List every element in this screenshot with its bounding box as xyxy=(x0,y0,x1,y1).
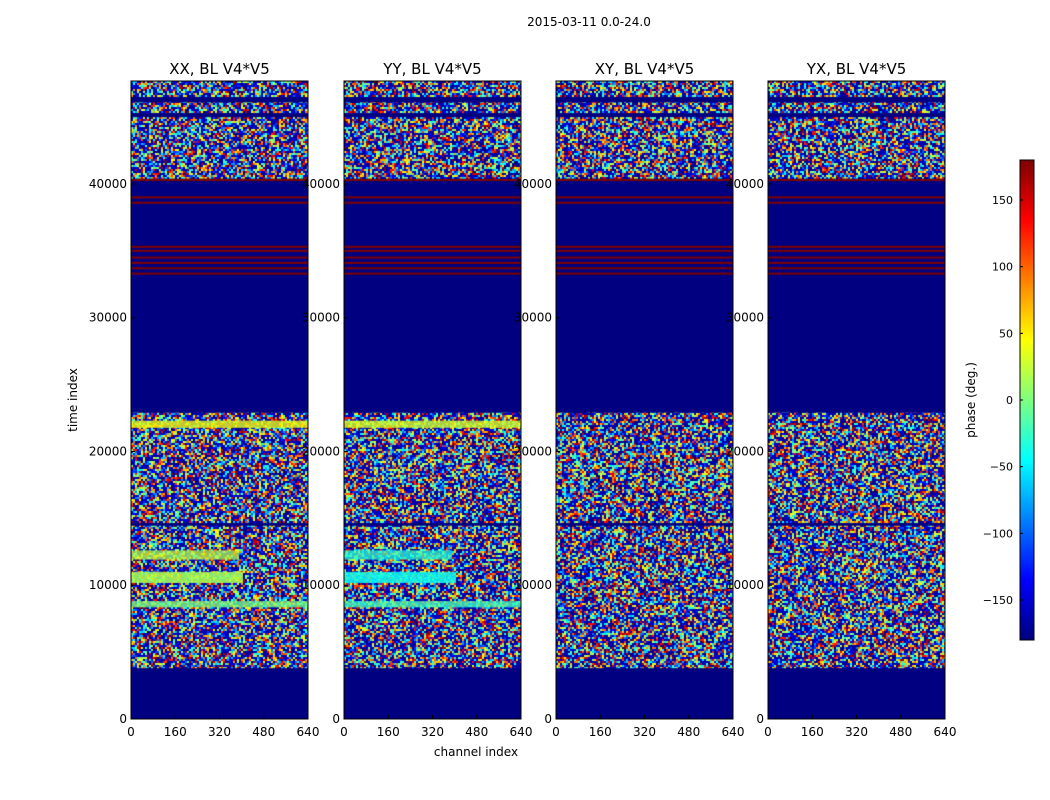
y-axis-label: time index xyxy=(66,368,80,432)
x-tick-label: 160 xyxy=(164,725,187,739)
x-tick-label: 480 xyxy=(677,725,700,739)
y-tick-label: 0 xyxy=(544,712,552,726)
x-tick-label: 160 xyxy=(801,725,824,739)
x-tick-label: 160 xyxy=(589,725,612,739)
x-tick-label: 0 xyxy=(552,725,560,739)
x-tick-label: 0 xyxy=(127,725,135,739)
heatmap-image xyxy=(344,81,521,719)
x-tick-label: 640 xyxy=(722,725,745,739)
x-axis-label: channel index xyxy=(434,745,518,759)
colorbar-label: phase (deg.) xyxy=(964,362,978,438)
x-tick-label: 640 xyxy=(297,725,320,739)
colorbar-tick-label: 100 xyxy=(992,261,1013,274)
y-tick-label: 0 xyxy=(332,712,340,726)
y-tick-label: 30000 xyxy=(302,311,340,325)
colorbar-ticks: −150 −100 −50 0 50 100 150 xyxy=(983,194,1023,607)
y-tick-label: 20000 xyxy=(726,444,764,458)
colorbar-tick-label: 150 xyxy=(992,194,1013,207)
y-tick-label: 10000 xyxy=(514,578,552,592)
y-tick-label: 40000 xyxy=(514,177,552,191)
colorbar-tick-label: 50 xyxy=(999,327,1013,340)
y-tick-label: 30000 xyxy=(89,311,127,325)
panel-title: XX, BL V4*V5 xyxy=(169,60,270,78)
panel-title: YY, BL V4*V5 xyxy=(382,60,481,78)
x-tick-label: 640 xyxy=(934,725,957,739)
panel-title: XY, BL V4*V5 xyxy=(595,60,695,78)
panel-xy: XY, BL V4*V5 0 160 320 480 640 0 10000 20000 3000… xyxy=(514,60,745,739)
heatmap-image xyxy=(556,81,733,719)
panel-xx: XX, BL V4*V5 0 160 320 480 640 0 10000 20000 3000… xyxy=(89,60,320,739)
x-tick-label: 640 xyxy=(510,725,533,739)
x-tick-label: 320 xyxy=(421,725,444,739)
panels: XX, BL V4*V5 0 160 320 480 640 0 10000 20000 3000… xyxy=(89,60,957,739)
colorbar: −150 −100 −50 0 50 100 150 phase (deg.) xyxy=(964,159,1035,641)
x-tick-label: 480 xyxy=(889,725,912,739)
panel-yx: YX, BL V4*V5 0 160 320 480 640 0 10000 20000 3000… xyxy=(726,60,957,739)
x-tick-label: 480 xyxy=(465,725,488,739)
colorbar-tick-label: −100 xyxy=(983,527,1013,540)
panel-yy: YY, BL V4*V5 0 160 320 480 640 0 10000 20000 3000… xyxy=(302,60,533,739)
colorbar-tick-label: −50 xyxy=(990,461,1013,474)
y-tick-label: 40000 xyxy=(302,177,340,191)
y-tick-label: 0 xyxy=(756,712,764,726)
y-tick-label: 20000 xyxy=(514,444,552,458)
y-tick-label: 30000 xyxy=(514,311,552,325)
y-tick-label: 10000 xyxy=(726,578,764,592)
figure-title: 2015-03-11 0.0-24.0 xyxy=(527,15,651,29)
colorbar-tick-label: −150 xyxy=(983,594,1013,607)
x-tick-label: 160 xyxy=(377,725,400,739)
y-tick-label: 40000 xyxy=(726,177,764,191)
y-tick-label: 0 xyxy=(119,712,127,726)
x-tick-label: 320 xyxy=(633,725,656,739)
x-tick-label: 320 xyxy=(845,725,868,739)
y-tick-label: 20000 xyxy=(89,444,127,458)
y-tick-label: 40000 xyxy=(89,177,127,191)
colorbar-tick-label: 0 xyxy=(1006,394,1013,407)
x-tick-label: 0 xyxy=(764,725,772,739)
y-tick-label: 10000 xyxy=(302,578,340,592)
heatmap-image xyxy=(768,81,945,719)
heatmap-image xyxy=(131,81,308,719)
x-tick-label: 480 xyxy=(252,725,275,739)
y-tick-label: 10000 xyxy=(89,578,127,592)
panel-title: YX, BL V4*V5 xyxy=(806,60,907,78)
y-tick-label: 30000 xyxy=(726,311,764,325)
x-tick-label: 0 xyxy=(340,725,348,739)
y-tick-label: 20000 xyxy=(302,444,340,458)
x-tick-label: 320 xyxy=(208,725,231,739)
